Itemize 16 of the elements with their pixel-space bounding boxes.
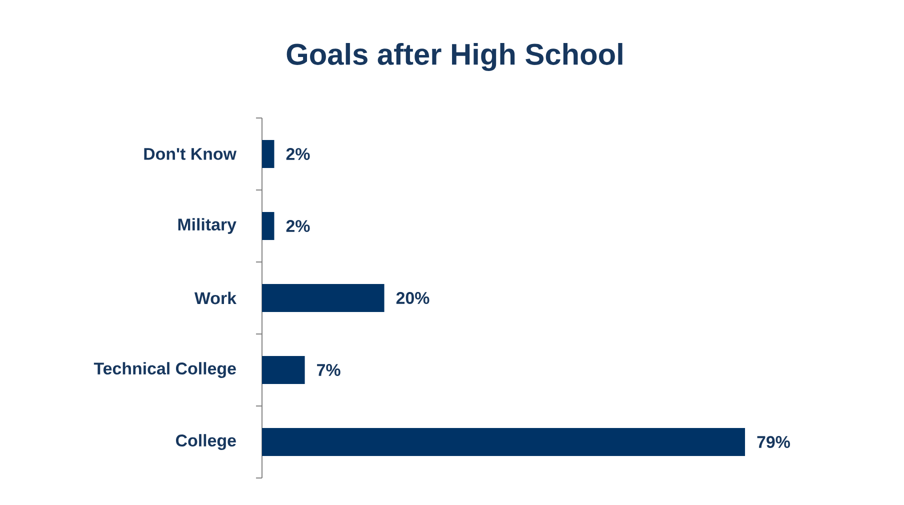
data-label: 79%: [757, 436, 790, 448]
bar: [262, 140, 274, 168]
bar: [262, 212, 274, 240]
y-tick-label: Don't Know: [144, 148, 237, 160]
y-tick-label: Technical College: [94, 362, 236, 378]
data-label: 7%: [317, 364, 340, 376]
bar: [262, 356, 305, 384]
bar: [262, 284, 384, 312]
y-tick-label: Military: [178, 218, 236, 234]
y-tick-label: College: [176, 434, 236, 450]
chart-title: Goals after High School: [286, 43, 622, 71]
bar: [262, 428, 746, 456]
data-label: 2%: [286, 148, 310, 160]
y-tick-label: Work: [194, 292, 236, 304]
data-label: 20%: [396, 292, 430, 304]
data-label: 2%: [286, 220, 310, 232]
